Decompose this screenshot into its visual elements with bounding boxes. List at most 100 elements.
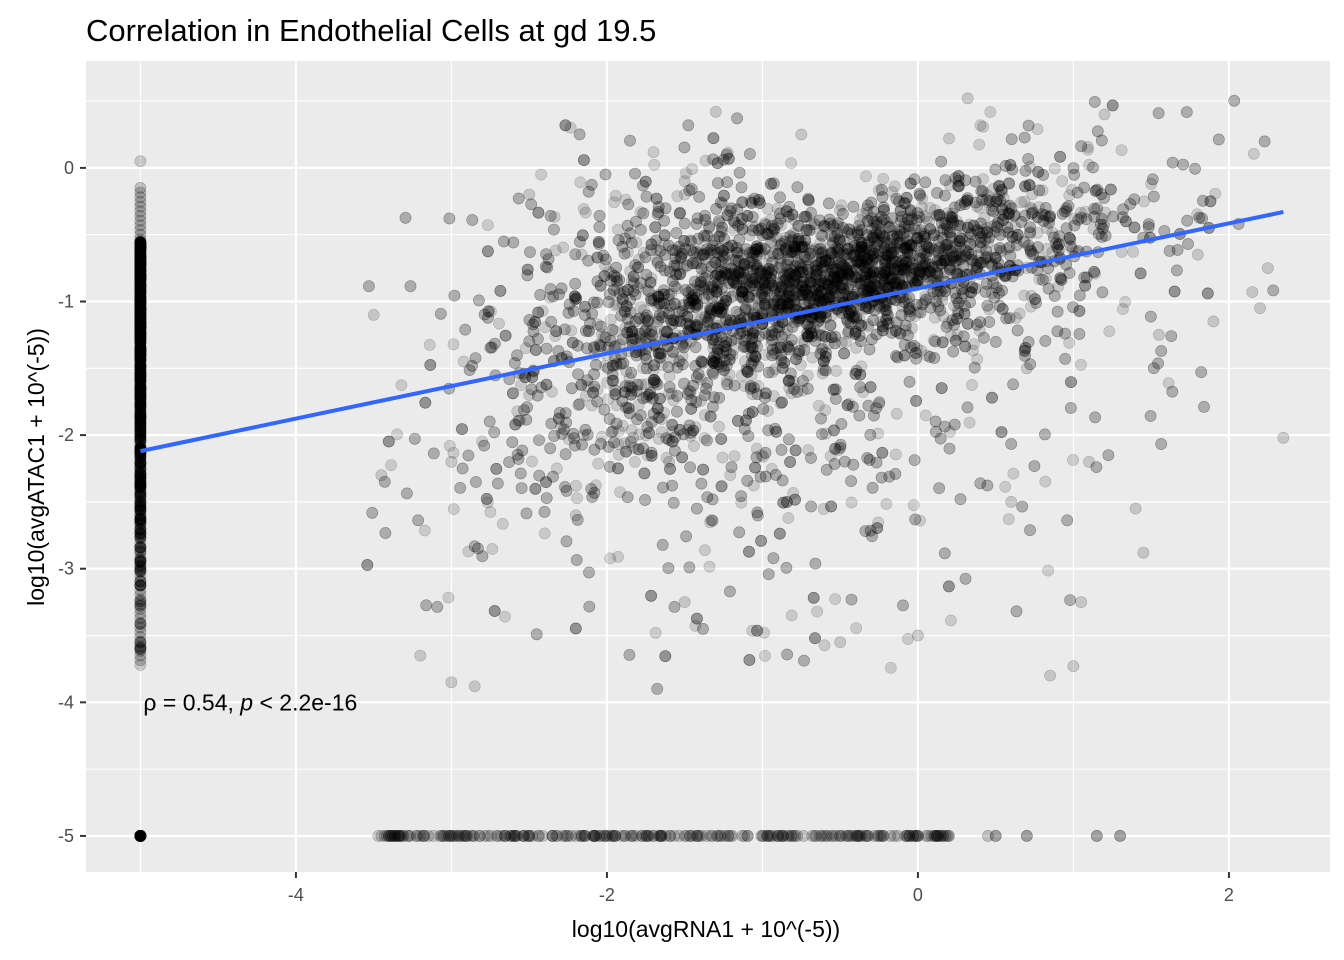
data-point <box>134 484 147 497</box>
data-point <box>134 645 147 657</box>
data-point <box>743 229 756 242</box>
data-point <box>134 367 147 380</box>
data-point <box>706 283 718 296</box>
data-point <box>134 279 147 292</box>
data-point <box>711 292 724 305</box>
data-point <box>134 252 147 265</box>
data-point <box>134 487 147 499</box>
data-point <box>570 554 583 566</box>
grid-minor <box>86 61 1330 872</box>
data-point <box>633 428 646 441</box>
data-point <box>884 238 897 250</box>
data-point <box>134 317 147 330</box>
data-point <box>134 503 147 516</box>
data-point <box>667 425 679 438</box>
data-point <box>829 593 841 605</box>
data-point <box>651 254 663 267</box>
data-point <box>816 367 829 380</box>
data-point <box>134 618 147 630</box>
data-point <box>534 288 547 301</box>
data-point <box>1102 449 1115 462</box>
data-point <box>134 326 147 339</box>
data-point <box>134 279 147 291</box>
data-point <box>974 119 987 132</box>
data-point <box>134 526 147 539</box>
data-point <box>134 306 147 318</box>
data-point <box>134 255 147 268</box>
data-point <box>598 331 610 343</box>
data-point <box>701 434 713 447</box>
data-point <box>973 138 986 151</box>
data-point <box>631 281 644 294</box>
data-point <box>969 175 982 188</box>
data-point <box>134 477 147 489</box>
data-point <box>815 412 827 425</box>
data-point <box>134 327 147 339</box>
data-point <box>134 280 147 293</box>
data-point <box>134 316 147 329</box>
data-point <box>134 467 147 480</box>
data-point <box>787 487 800 499</box>
data-point <box>134 490 147 503</box>
data-point <box>134 517 147 530</box>
data-point <box>134 304 147 317</box>
data-point <box>483 415 496 428</box>
data-point <box>746 246 758 259</box>
data-point <box>1042 564 1054 577</box>
data-point <box>134 374 147 386</box>
data-point <box>1195 366 1208 379</box>
data-point <box>774 191 786 204</box>
data-point <box>593 209 606 222</box>
data-point <box>134 515 147 528</box>
data-point <box>443 439 456 452</box>
data-point <box>134 332 147 345</box>
data-point <box>842 223 855 236</box>
data-point <box>134 241 147 253</box>
data-point <box>134 336 147 349</box>
data-point <box>134 309 147 322</box>
data-point <box>823 337 835 350</box>
data-point <box>647 146 660 159</box>
data-point <box>621 491 634 504</box>
data-point <box>134 468 147 480</box>
data-point <box>134 598 147 610</box>
data-point <box>134 351 147 364</box>
data-point <box>788 316 801 329</box>
data-point <box>1051 325 1064 338</box>
data-point <box>404 280 417 293</box>
data-point <box>134 514 147 526</box>
data-point <box>134 263 147 276</box>
data-point <box>134 278 147 291</box>
data-point <box>731 112 743 125</box>
data-point <box>977 120 989 133</box>
data-point <box>935 155 947 168</box>
data-point <box>134 303 147 316</box>
data-point <box>134 593 147 606</box>
data-point <box>765 338 778 351</box>
data-point <box>526 455 538 468</box>
data-point <box>538 505 551 518</box>
data-point <box>134 462 147 474</box>
data-point <box>919 232 932 244</box>
data-point <box>134 399 147 412</box>
data-point <box>134 640 147 653</box>
data-point <box>134 504 147 517</box>
data-point <box>701 269 713 282</box>
data-point <box>571 492 583 505</box>
data-point <box>787 277 799 290</box>
data-point <box>134 307 147 319</box>
data-point <box>134 237 147 250</box>
data-point <box>689 341 702 354</box>
data-point <box>134 388 147 401</box>
data-point <box>1005 133 1018 146</box>
data-point <box>948 418 961 431</box>
data-point <box>134 514 147 527</box>
data-point <box>845 475 857 487</box>
data-point <box>134 276 147 289</box>
data-point <box>817 502 830 515</box>
data-point <box>134 236 147 249</box>
data-point <box>423 338 436 351</box>
data-point <box>809 557 822 570</box>
data-point <box>134 556 147 568</box>
data-point <box>134 321 147 334</box>
